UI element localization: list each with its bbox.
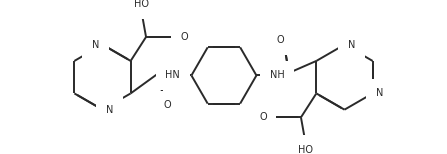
Text: N: N [106, 105, 113, 115]
Text: HO: HO [298, 145, 313, 154]
Text: HO: HO [134, 0, 149, 10]
Text: O: O [164, 100, 171, 110]
Text: N: N [376, 88, 384, 98]
Text: O: O [259, 112, 267, 122]
Text: O: O [180, 32, 188, 42]
Text: NH: NH [270, 71, 284, 80]
Text: O: O [277, 35, 284, 45]
Text: HN: HN [165, 71, 180, 80]
Text: N: N [348, 40, 355, 50]
Text: N: N [92, 40, 99, 50]
